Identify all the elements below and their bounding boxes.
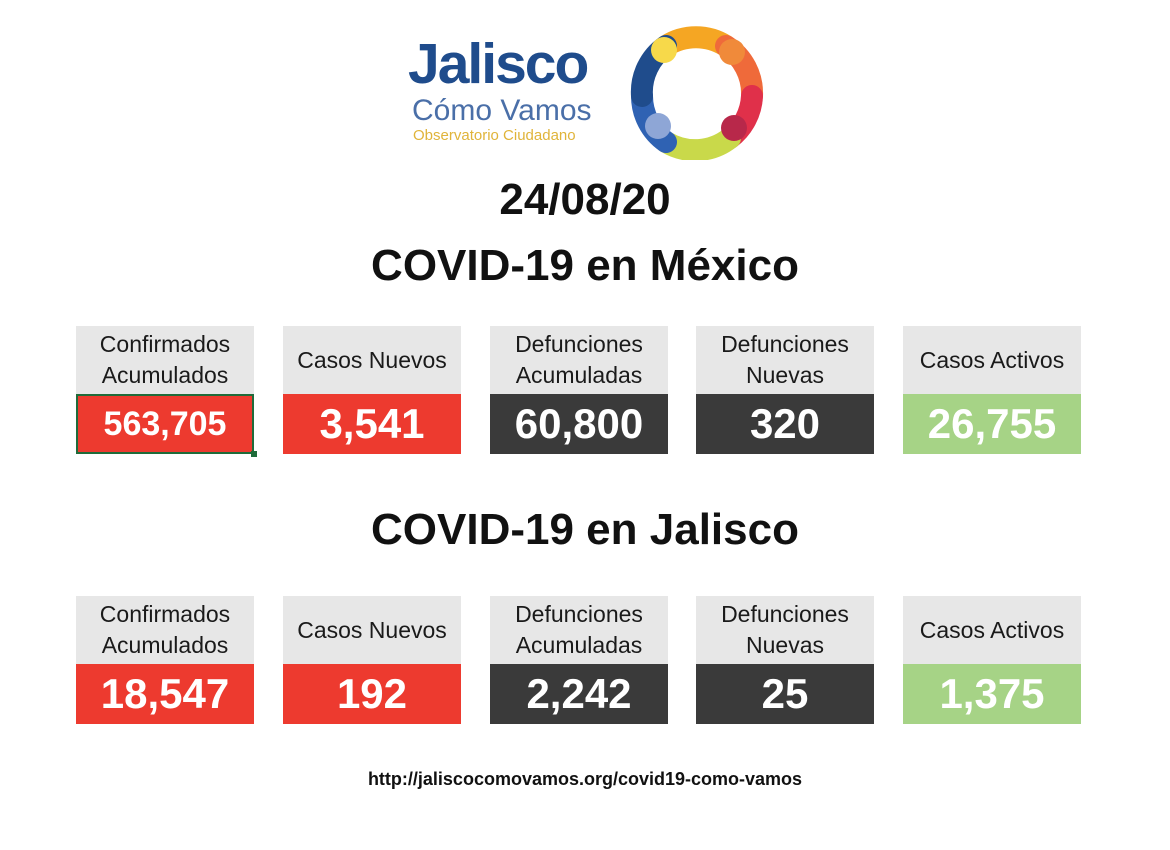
jalisco-active-cases-card: Casos Activos 1,375	[903, 596, 1081, 724]
mexico-new-cases-card: Casos Nuevos 3,541	[283, 326, 461, 454]
card-label: Defunciones Acumuladas	[490, 596, 668, 664]
mexico-new-deaths-card: Defunciones Nuevas 320	[696, 326, 874, 454]
card-label: Defunciones Nuevas	[696, 596, 874, 664]
card-label: Casos Activos	[903, 326, 1081, 394]
report-date: 24/08/20	[499, 175, 671, 224]
card-label: Defunciones Acumuladas	[490, 326, 668, 394]
jalisco-new-cases-card: Casos Nuevos 192	[283, 596, 461, 724]
jalisco-stats-row: Confirmados Acumulados 18,547 Casos Nuev…	[0, 596, 1170, 724]
mexico-deaths-card: Defunciones Acumuladas 60,800	[490, 326, 668, 454]
source-url: http://jaliscocomovamos.org/covid19-como…	[367, 769, 803, 789]
card-value: 2,242	[490, 664, 668, 724]
card-value: 192	[283, 664, 461, 724]
card-label: Casos Nuevos	[283, 326, 461, 394]
logo-ring-icon	[630, 26, 764, 160]
card-value: 3,541	[283, 394, 461, 454]
card-value: 25	[696, 664, 874, 724]
card-label: Casos Nuevos	[283, 596, 461, 664]
selection-handle[interactable]	[251, 451, 257, 457]
jalisco-new-deaths-card: Defunciones Nuevas 25	[696, 596, 874, 724]
mexico-confirmed-card: Confirmados Acumulados 563,705	[76, 326, 257, 457]
logo-tagline: Observatorio Ciudadano	[413, 127, 576, 144]
card-value: 320	[696, 394, 874, 454]
mexico-section-title: COVID-19 en México	[371, 241, 799, 290]
card-label: Defunciones Nuevas	[696, 326, 874, 394]
jalisco-deaths-card: Defunciones Acumuladas 2,242	[490, 596, 668, 724]
logo-title: Jalisco	[408, 32, 589, 96]
logo-subtitle: Cómo Vamos	[412, 94, 592, 127]
card-value: 60,800	[490, 394, 668, 454]
jalisco-como-vamos-logo: Jalisco Cómo Vamos Observatorio Ciudadan…	[408, 24, 768, 160]
card-value: 26,755	[903, 394, 1081, 454]
card-label: Confirmados Acumulados	[76, 596, 254, 664]
mexico-active-cases-card: Casos Activos 26,755	[903, 326, 1081, 454]
jalisco-confirmed-card: Confirmados Acumulados 18,547	[76, 596, 254, 724]
card-value: 1,375	[903, 664, 1081, 724]
card-value[interactable]: 563,705	[76, 394, 254, 454]
card-label: Confirmados Acumulados	[76, 326, 254, 394]
mexico-stats-row: Confirmados Acumulados 563,705 Casos Nue…	[0, 326, 1170, 457]
jalisco-section-title: COVID-19 en Jalisco	[371, 505, 799, 554]
card-label: Casos Activos	[903, 596, 1081, 664]
card-value: 18,547	[76, 664, 254, 724]
